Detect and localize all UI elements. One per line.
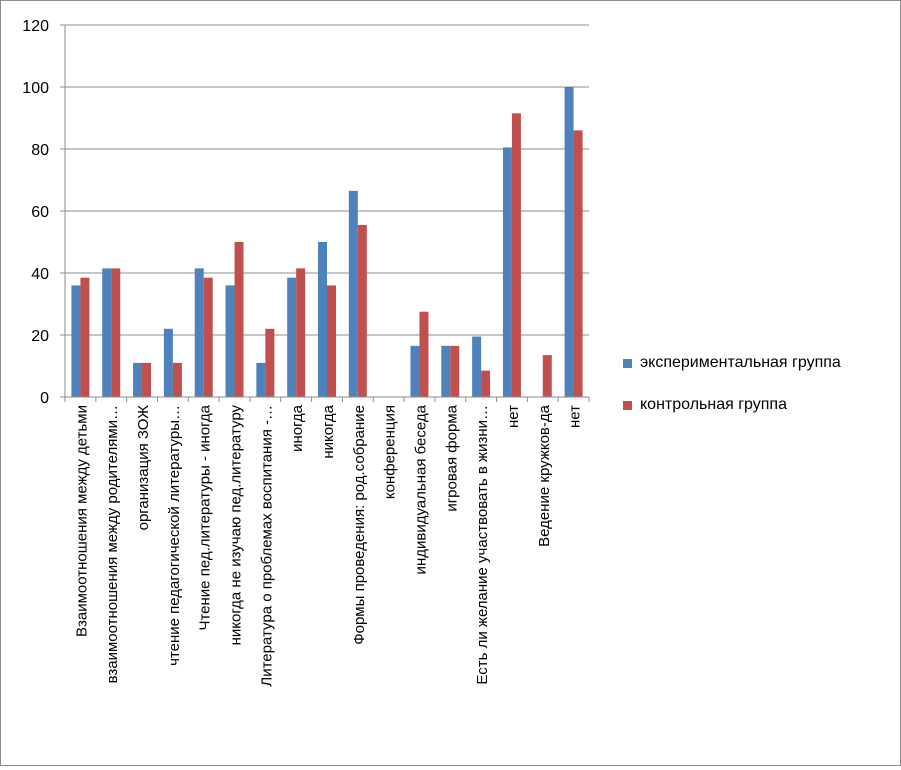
x-tick-label: конференция <box>382 405 399 499</box>
y-tick-label: 80 <box>31 142 49 159</box>
bar-experimental <box>502 147 512 397</box>
bar-experimental <box>163 328 173 397</box>
x-tick-label: Формы проведения: род.собрание <box>351 405 368 645</box>
bar-control <box>203 277 213 397</box>
x-tick-label: никогда <box>320 404 337 458</box>
bar-experimental <box>410 345 420 397</box>
bar-experimental <box>194 268 204 397</box>
bar-control <box>265 328 275 397</box>
y-tick-label: 40 <box>31 266 49 283</box>
bar-control <box>80 277 90 397</box>
bar-control <box>172 362 182 397</box>
bar-experimental <box>71 285 81 397</box>
bars <box>71 87 583 397</box>
bar-experimental <box>318 242 327 397</box>
gridlines <box>60 24 589 398</box>
bar-control <box>481 370 491 397</box>
bar-control <box>573 130 583 397</box>
bar-control <box>296 268 306 397</box>
legend-item-control: контрольная группа <box>623 395 841 415</box>
bar-control <box>234 242 244 397</box>
legend-label-experimental: экспериментальная группа <box>640 354 841 371</box>
bar-control <box>142 362 152 397</box>
x-tick-label: Есть ли желание участвовать в жизни… <box>474 405 491 685</box>
bar-control <box>111 268 121 397</box>
x-tick-label: Взаимоотношения между детьми <box>73 405 90 637</box>
legend-item-experimental: экспериментальная группа <box>623 353 841 373</box>
legend: экспериментальная группа контрольная гру… <box>623 353 841 437</box>
bar-experimental <box>348 190 358 397</box>
x-tick-label: организация ЗОЖ <box>135 405 152 531</box>
bar-experimental <box>102 268 112 397</box>
x-axis-labels: Взаимоотношения между детьми взаимоотноше… <box>73 404 583 686</box>
bar-experimental <box>564 87 574 397</box>
x-tick-label: взаимоотношения между родителями… <box>104 405 121 683</box>
y-tick-label: 100 <box>22 80 49 97</box>
legend-label-control: контрольная группа <box>640 396 787 413</box>
x-tick-label: нет <box>567 405 584 428</box>
axes <box>64 25 590 402</box>
x-tick-label: игровая форма <box>443 404 460 511</box>
x-tick-label: Литература о проблемах воспитания -… <box>258 405 275 687</box>
bar-control <box>327 285 336 397</box>
legend-swatch-control <box>623 400 632 410</box>
bar-experimental <box>287 277 297 397</box>
x-tick-label: нет <box>505 405 522 428</box>
y-tick-label: 60 <box>31 204 49 221</box>
y-tick-label: 20 <box>31 328 49 345</box>
x-tick-label: никогда не изучаю пед.литературу <box>228 405 245 646</box>
bar-control <box>511 113 521 397</box>
bar-control <box>419 311 429 397</box>
x-tick-label: Ведение кружков-да <box>536 404 553 547</box>
bar-experimental <box>472 336 482 397</box>
y-tick-label: 120 <box>22 18 49 35</box>
x-tick-label: иногда <box>289 404 306 452</box>
y-tick-label: 0 <box>40 390 49 407</box>
bar-experimental <box>441 345 451 397</box>
x-tick-label: Чтение пед.литературы - иногда <box>197 404 214 630</box>
x-tick-label: чтение педагогической литературы… <box>166 405 183 666</box>
legend-swatch-experimental <box>623 358 632 368</box>
bar-control <box>357 224 367 397</box>
bar-experimental <box>256 362 266 397</box>
bar-experimental <box>133 362 143 397</box>
y-axis-ticks: 0 20 40 60 80 100 120 <box>22 18 49 407</box>
bar-control <box>542 355 552 397</box>
bar-control <box>450 345 460 397</box>
bar-experimental <box>225 285 235 397</box>
x-tick-label: индивидуальная беседа <box>412 404 429 574</box>
